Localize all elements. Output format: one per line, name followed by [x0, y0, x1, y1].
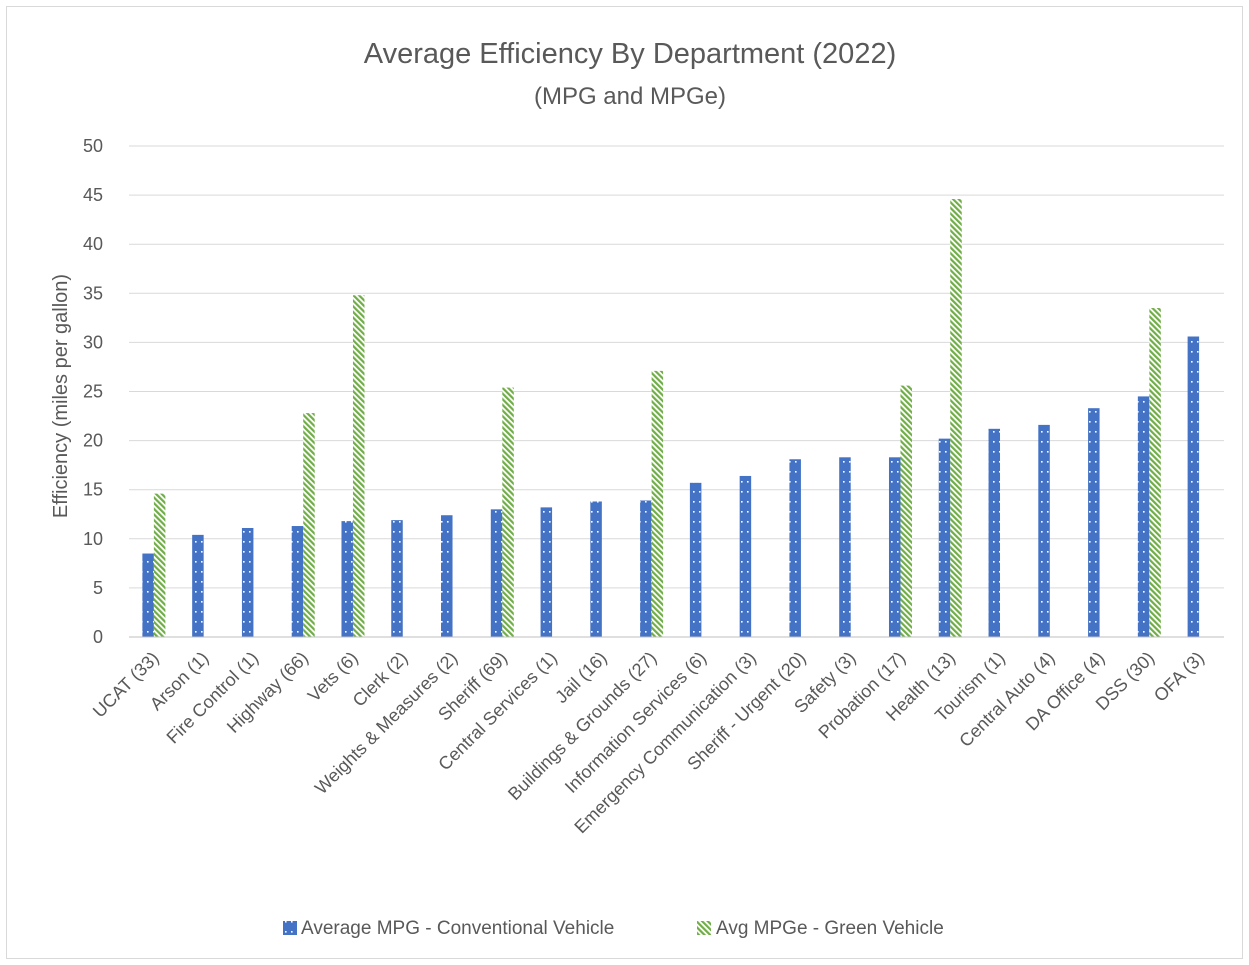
bar-green	[950, 199, 962, 637]
legend: Average MPG - Conventional Vehicle Avg M…	[283, 918, 944, 939]
bar-conventional	[142, 553, 154, 637]
bar-conventional	[341, 521, 353, 637]
y-tick-label: 30	[83, 332, 103, 352]
x-tick-label: Emergency Communication (3)	[570, 648, 760, 838]
chart-subtitle: (MPG and MPGe)	[534, 83, 726, 110]
bar-green	[651, 370, 664, 637]
x-tick-label: OFA (3)	[1150, 648, 1208, 706]
legend-swatch-green	[697, 921, 711, 935]
y-tick-label: 35	[83, 283, 103, 303]
legend-label-green: Avg MPGe - Green Vehicle	[716, 918, 944, 939]
bar-conventional	[789, 459, 801, 637]
y-tick-label: 5	[93, 578, 103, 598]
y-tick-label: 15	[83, 480, 103, 500]
bar-conventional	[640, 500, 652, 637]
bar-conventional	[1187, 336, 1200, 637]
bar-conventional	[988, 428, 1001, 637]
bar-conventional	[490, 509, 503, 637]
bar-green	[1149, 308, 1161, 637]
bar-green	[502, 387, 514, 637]
y-tick-label: 20	[83, 431, 103, 451]
gridlines	[129, 145, 1224, 589]
bar-conventional	[540, 507, 553, 637]
bar-conventional	[241, 527, 254, 637]
bar-green	[900, 385, 912, 637]
bar-conventional	[590, 501, 602, 637]
chart-svg: Average Efficiency By Department (2022) …	[50, 38, 1224, 939]
bar-conventional	[1088, 408, 1100, 637]
y-tick-label: 10	[83, 529, 103, 549]
bar-conventional	[689, 482, 702, 637]
y-tick-label: 25	[83, 382, 103, 402]
legend-swatch-conventional	[283, 921, 297, 935]
bar-conventional	[291, 526, 304, 637]
bar-conventional	[1038, 424, 1050, 637]
y-tick-label: 40	[83, 234, 103, 254]
chart-title: Average Efficiency By Department (2022)	[364, 38, 896, 70]
bar-green	[352, 295, 365, 637]
bar-conventional	[391, 520, 403, 637]
chart-frame: Average Efficiency By Department (2022) …	[6, 6, 1243, 959]
bar-conventional	[441, 515, 453, 637]
x-tick-label: UCAT (33)	[89, 648, 163, 722]
bar-conventional	[739, 475, 752, 637]
bar-green	[153, 493, 166, 637]
x-tick-label: Probation (17)	[814, 648, 909, 743]
bar-conventional	[938, 438, 951, 637]
bar-conventional	[839, 457, 851, 637]
bar-conventional	[1137, 396, 1150, 637]
y-axis-title: Efficiency (miles per gallon)	[50, 274, 72, 518]
bar-conventional	[192, 534, 204, 637]
y-tick-label: 0	[93, 627, 103, 647]
y-tick-label: 50	[83, 136, 103, 156]
y-tick-label: 45	[83, 185, 103, 205]
bars	[142, 199, 1200, 637]
legend-label-conventional: Average MPG - Conventional Vehicle	[301, 918, 614, 939]
x-axis-ticks: UCAT (33)Arson (1)Fire Control (1)Highwa…	[89, 648, 1208, 838]
bar-green	[303, 413, 315, 637]
y-axis-ticks: 0 5 10 15 20 25 30 35 40 45 50	[83, 136, 103, 647]
bar-conventional	[888, 457, 901, 637]
